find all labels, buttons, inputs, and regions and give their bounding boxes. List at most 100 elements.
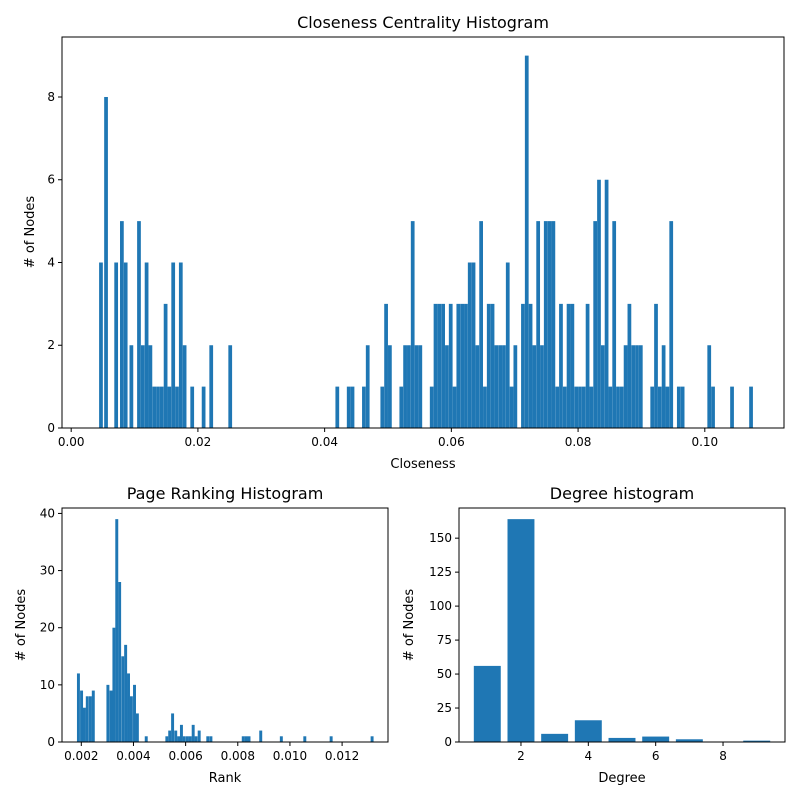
pagerank-y-tick-label: 40 [40,506,55,520]
closeness-bar [346,386,351,428]
degree-y-tick-label: 75 [437,633,452,647]
pagerank-y-label: # of Nodes [14,589,29,662]
closeness-bar [528,303,533,428]
closeness-bar [99,262,103,428]
closeness-bar [410,221,415,428]
closeness-bar [711,386,715,428]
closeness-bar [627,303,632,428]
closeness-bar [182,345,187,428]
closeness-bar [104,96,108,429]
closeness-bar [619,386,624,428]
closeness-y-tick-label: 4 [47,255,55,269]
closeness-bar [551,221,556,428]
pagerank-histogram: Page Ranking Histogram 0.002 0.004 0.006 0.… [14,484,389,786]
closeness-bars [99,55,753,429]
closeness-bar [167,386,172,428]
degree-y-tick-label: 0 [444,735,452,749]
closeness-x-tick-label: 0.04 [311,435,338,449]
closeness-bar [543,221,548,428]
pagerank-bar [85,696,89,742]
closeness-bar [178,262,183,428]
closeness-bar [452,386,457,428]
degree-bar [642,736,670,742]
closeness-bar [650,386,655,428]
closeness-bar [513,345,518,428]
closeness-bar [201,386,206,428]
closeness-bar [680,386,685,428]
degree-bar [574,720,602,742]
pagerank-bar [188,736,192,742]
pagerank-bar [194,736,198,742]
closeness-bar [730,386,734,428]
closeness-bar [616,386,620,428]
pagerank-y-tick-label: 0 [47,735,55,749]
pagerank-bar [209,736,213,742]
pagerank-bar [244,736,248,742]
closeness-bar [623,345,628,428]
closeness-bar [749,386,753,428]
pagerank-bar [106,684,110,742]
closeness-x-tick-label: 0.06 [438,435,465,449]
pagerank-x-tick-label: 0.008 [221,749,255,763]
closeness-bar [190,386,195,428]
pagerank-bar [185,736,189,742]
closeness-bar [631,345,636,428]
closeness-bar [209,345,214,428]
closeness-histogram: Closeness Centrality Histogram 0.00 0.02 0… [23,13,785,472]
closeness-bar [448,303,453,428]
degree-histogram: Degree histogram 2 4 6 8 0 25 50 75 100 125 150 D… [402,484,786,786]
pagerank-bar [109,690,113,742]
pagerank-bar [303,736,307,742]
pagerank-bar [82,707,86,742]
closeness-bar [144,262,149,428]
closeness-bar [483,386,487,428]
closeness-bar [654,303,658,428]
closeness-bar [536,221,541,428]
closeness-bar [635,345,639,428]
closeness-bar [676,386,681,428]
closeness-bar [433,303,438,428]
pagerank-bar [241,736,245,742]
closeness-title: Closeness Centrality Histogram [297,13,549,32]
closeness-x-tick-label: 0.02 [185,435,212,449]
pagerank-bar [179,724,183,742]
degree-bar [608,737,636,742]
closeness-bar [399,386,404,428]
closeness-bar [441,303,445,428]
closeness-bar [521,303,525,428]
closeness-bar [228,345,233,428]
pagerank-bar [174,730,178,742]
closeness-bar [581,386,586,428]
pagerank-bar [115,519,119,742]
closeness-bar [555,386,560,428]
pagerank-bar [182,736,186,742]
degree-title: Degree histogram [550,484,694,503]
closeness-bar [350,386,355,428]
pagerank-x-tick-label: 0.006 [168,749,202,763]
degree-y-tick-label: 25 [437,701,452,715]
pagerank-bar [247,736,251,742]
closeness-bar [471,262,476,428]
closeness-bar [490,303,495,428]
closeness-bar [365,345,370,428]
pagerank-bar [118,582,122,742]
closeness-bar [163,303,168,428]
closeness-bar [585,303,590,428]
pagerank-bar [112,627,116,742]
pagerank-y-tick-label: 20 [40,621,55,635]
degree-y-tick-label: 150 [429,531,452,545]
pagerank-bar [127,673,130,742]
closeness-bar [120,221,124,428]
degree-y-ticks: 0 25 50 75 100 125 150 [429,531,459,749]
closeness-bar [509,386,514,428]
closeness-bar [657,386,662,428]
closeness-bar [362,386,366,428]
closeness-bar [407,345,411,428]
closeness-bar [123,262,128,428]
pagerank-x-tick-label: 0.012 [325,749,359,763]
pagerank-bar [206,736,210,742]
closeness-bar [137,221,141,428]
pagerank-bars [76,519,374,742]
pagerank-bar [191,724,195,742]
